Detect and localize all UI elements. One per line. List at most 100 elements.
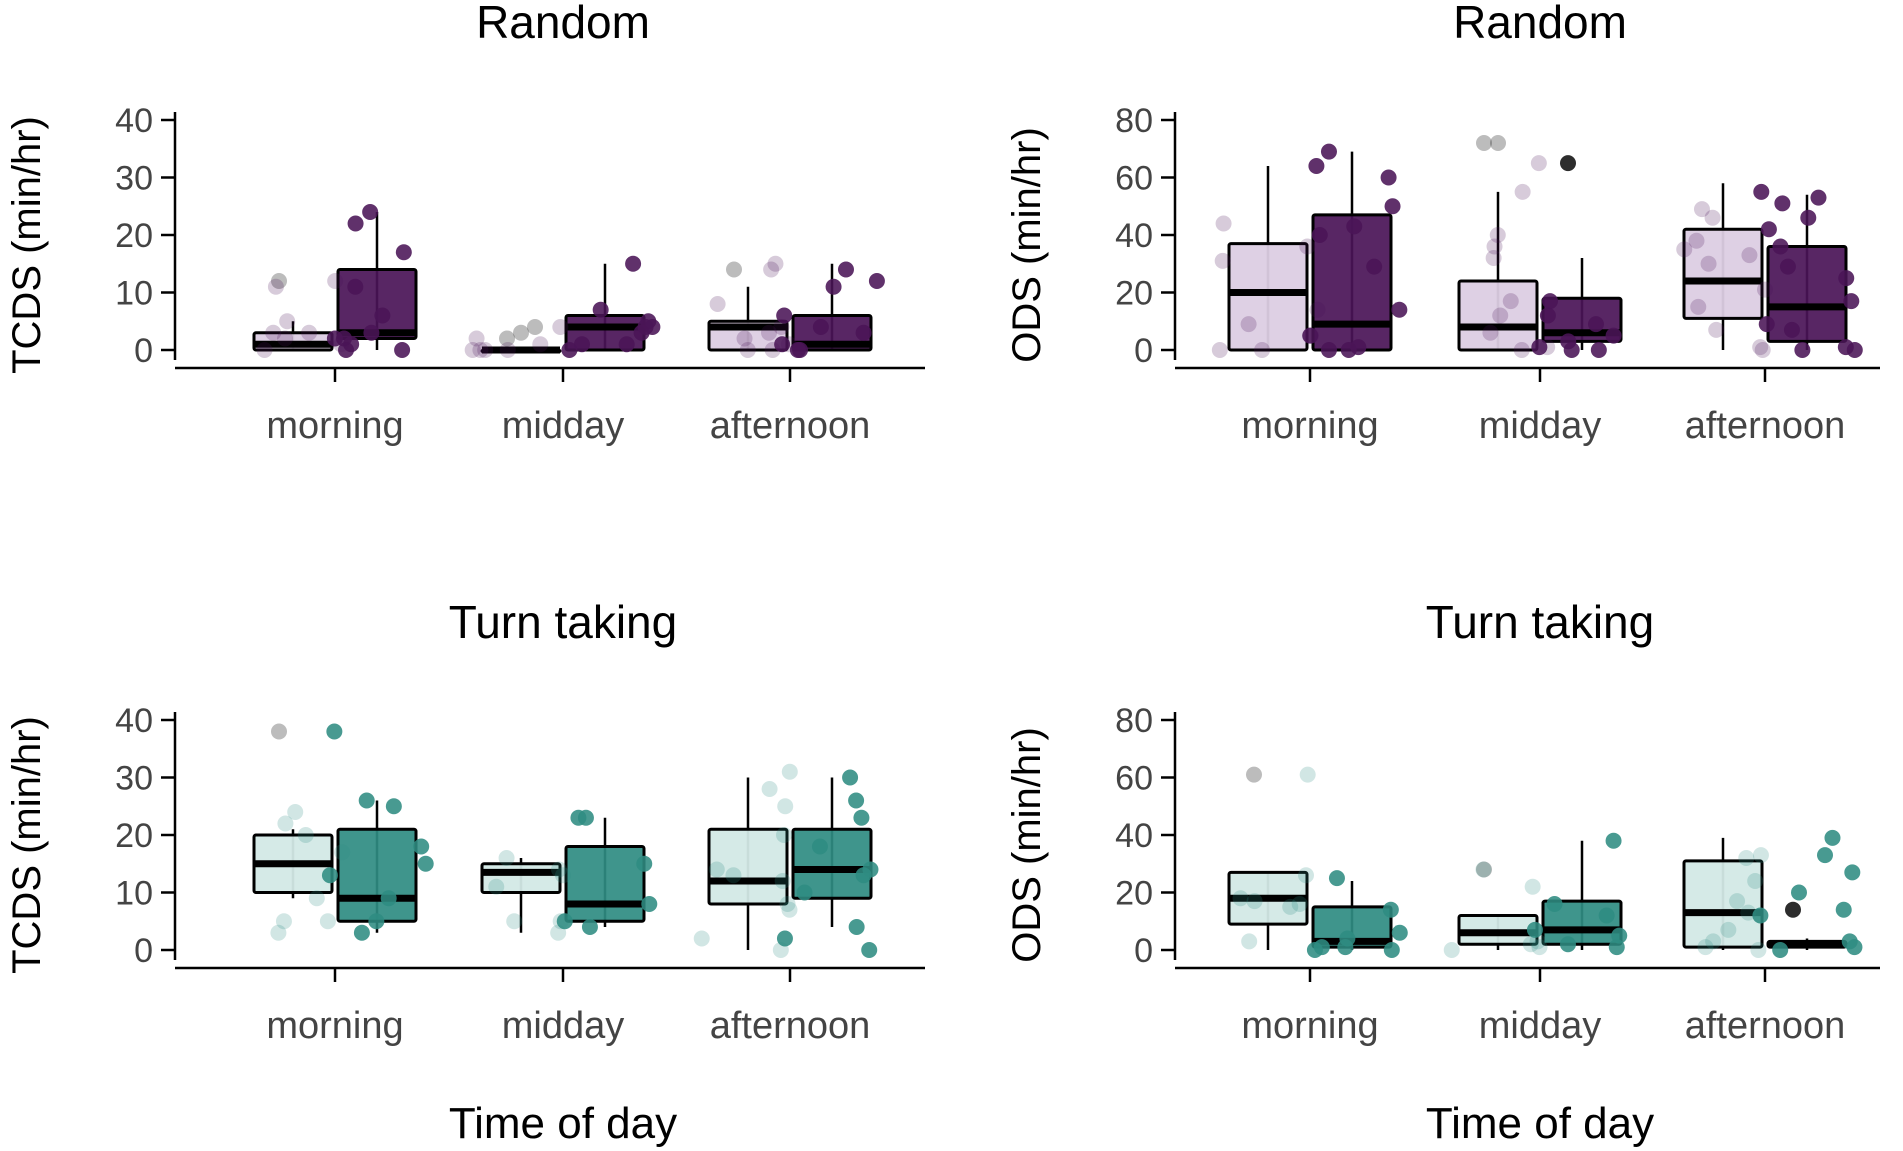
data-point [825,278,842,295]
x-tick-label: morning [266,1005,403,1047]
data-point [761,781,778,797]
data-point [1705,933,1722,950]
data-point [385,798,402,815]
data-point [1747,873,1764,889]
y-tick-label: 60 [1115,760,1153,798]
data-point [1306,942,1323,958]
data-point [1598,907,1615,924]
data-point [1729,893,1746,910]
y-tick-label: 0 [134,932,153,970]
data-point [1700,255,1717,272]
data-point [499,342,516,358]
data-point [1688,232,1705,249]
chart-title: Random [476,0,650,48]
data-point [1299,238,1316,255]
data-point [779,896,796,912]
data-point [796,884,813,901]
y-tick-label: 0 [1134,332,1153,370]
data-point [554,867,571,884]
data-point [725,867,742,884]
data-point [326,330,343,347]
data-point [1824,829,1841,846]
data-point [1531,939,1548,956]
y-tick-label: 40 [1115,217,1153,255]
box-outlier [1560,155,1576,172]
panel-random-ods: Random ODS (min/hr) 0 20 40 60 80 morning midday… [1005,0,1880,447]
data-point [1486,238,1503,255]
data-point [498,850,515,866]
data-point [1754,342,1771,358]
data-point [1241,933,1258,950]
data-point [592,301,609,318]
data-point [1320,342,1337,358]
data-point [394,342,411,358]
data-point [1843,293,1860,310]
data-point [1443,942,1460,958]
data-point [1753,183,1770,200]
data-point [842,769,859,786]
data-point [1738,850,1755,866]
y-tick-label: 20 [1115,875,1153,913]
data-point [488,878,505,895]
data-point [1232,890,1249,907]
x-tick-label: afternoon [1685,1005,1846,1047]
data-point [1337,939,1354,956]
data-point [1760,221,1777,238]
data-point [1817,847,1834,864]
box-body [1682,227,1764,320]
data-point [776,930,793,947]
data-point [277,330,294,347]
data-point [334,844,351,861]
data-point [477,342,494,358]
data-point [1240,316,1257,333]
box-outlier [726,261,742,278]
data-point [308,890,325,907]
y-axis-label: TCDS (min/hr) [5,116,49,374]
data-point [709,296,726,312]
data-point [776,307,793,324]
box-body [336,827,418,923]
data-point [861,942,878,958]
data-point [301,324,318,341]
data-point [763,261,780,278]
x-axis-label-left: Time of day [449,1099,677,1148]
data-point [1391,924,1408,941]
data-point [1502,293,1519,310]
data-point [811,838,828,855]
data-point [1482,324,1499,341]
data-point [1384,198,1401,215]
data-point [1587,316,1604,333]
data-point [1838,270,1855,287]
data-point [550,861,567,878]
data-point [1542,293,1559,310]
data-point [1254,342,1271,358]
data-point [1779,258,1796,275]
data-point [275,913,292,930]
y-tick-label: 0 [1134,932,1153,970]
data-point [1790,884,1807,901]
y-tick-label: 20 [115,217,153,255]
data-point [1513,342,1530,358]
data-point [1211,342,1228,358]
data-point [1720,921,1737,938]
panel-random-tcds: Random TCDS (min/hr) 0 10 20 30 40 morning midda… [5,0,925,447]
box-body [1682,859,1764,949]
data-point [417,855,434,872]
box-outlier [271,273,287,289]
chart-title: Random [1453,0,1627,48]
y-tick-label: 40 [1115,817,1153,855]
data-point [1485,250,1502,266]
data-point [380,890,397,907]
data-point [1246,893,1263,910]
x-tick-label: midday [502,405,625,447]
data-point [279,313,296,330]
data-point [1299,766,1316,783]
data-point [641,896,658,912]
y-tick-label: 20 [115,817,153,855]
data-point [395,244,412,261]
y-tick-label: 30 [115,760,153,798]
data-point [812,319,829,335]
data-point [1514,183,1531,200]
y-tick-label: 30 [115,160,153,198]
data-point [464,342,481,358]
